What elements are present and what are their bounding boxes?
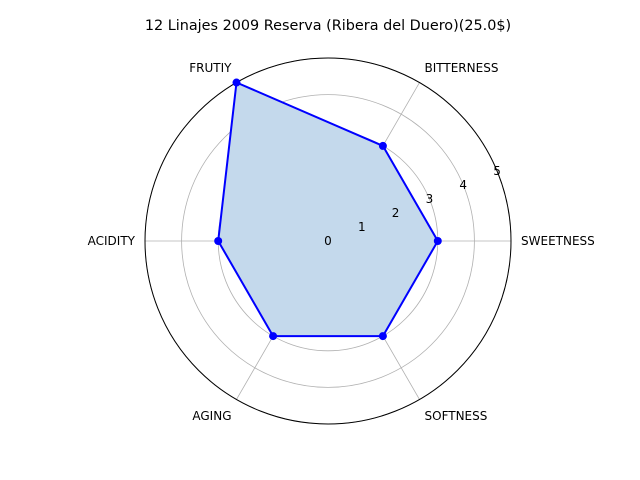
r-tick-label: 5 [493, 164, 501, 178]
chart-title: 12 Linajes 2009 Reserva (Ribera del Duer… [145, 18, 511, 34]
data-point [269, 332, 278, 341]
category-label: ACIDITY [88, 234, 136, 248]
category-label: SOFTNESS [425, 409, 488, 423]
polar-frame [144, 57, 512, 425]
category-label: SWEETNESS [521, 234, 595, 248]
data-point [378, 141, 387, 150]
r-tick-label: 1 [358, 220, 366, 234]
category-label: AGING [192, 409, 231, 423]
r-tick-label: 2 [392, 206, 400, 220]
r-tick-label: 4 [459, 178, 467, 192]
data-point [232, 78, 241, 87]
data-point [214, 237, 223, 245]
category-label: FRUTIY [189, 61, 232, 75]
labels: 0 1 2 3 4 5 SWEETNESS BITTERNESS FRUTIY ACIDITY AG… [88, 61, 595, 423]
data-point [378, 332, 387, 341]
category-label: BITTERNESS [425, 61, 499, 75]
data-point [433, 237, 442, 245]
r-tick-label: 0 [324, 234, 332, 248]
data-layer [214, 78, 442, 341]
r-tick-label: 3 [426, 192, 434, 206]
